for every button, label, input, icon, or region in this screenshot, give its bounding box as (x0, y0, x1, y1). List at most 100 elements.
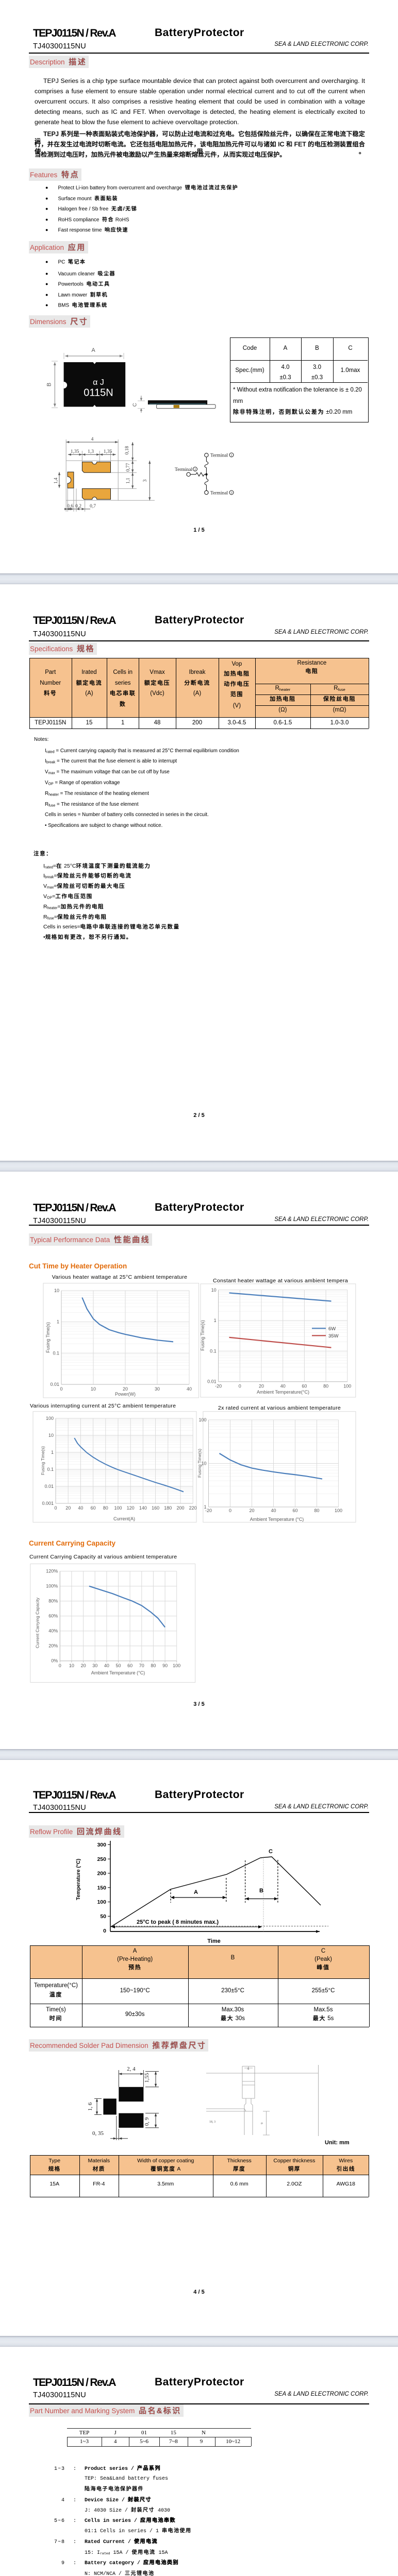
svg-text:10: 10 (211, 1287, 217, 1293)
svg-text:1,35: 1,35 (104, 449, 112, 454)
svg-text:A: A (91, 347, 95, 353)
svg-text:200: 200 (97, 1871, 106, 1877)
svg-text:α J: α J (93, 378, 104, 387)
svg-text:0%: 0% (51, 1658, 58, 1664)
svg-text:Current Carrying Capacity at v: Current Carrying Capacity at various amb… (29, 1554, 177, 1560)
svg-text:C: C (269, 1849, 273, 1855)
svg-text:100: 100 (343, 1384, 351, 1389)
svg-text:50: 50 (115, 1663, 121, 1668)
svg-text:60%: 60% (48, 1614, 58, 1619)
svg-text:10: 10 (54, 1288, 59, 1293)
svg-text:40: 40 (78, 1505, 83, 1511)
svg-text:80%: 80% (48, 1599, 58, 1604)
svg-text:0,77: 0,77 (126, 463, 131, 471)
svg-text:Various interrupting current a: Various interrupting current at 25°C amb… (30, 1403, 176, 1409)
svg-text:A: A (247, 2067, 250, 2071)
svg-text:3: 3 (230, 491, 232, 495)
svg-text:100%: 100% (46, 1584, 58, 1589)
svg-text:1,55: 1,55 (144, 2073, 150, 2083)
svg-text:1: 1 (204, 1504, 206, 1510)
svg-text:40: 40 (280, 1384, 286, 1389)
svg-text:Terminal: Terminal (210, 453, 228, 459)
svg-text:Fusing Time(s): Fusing Time(s) (197, 1449, 202, 1478)
svg-text:10: 10 (48, 1433, 54, 1438)
svg-text:90: 90 (162, 1663, 168, 1668)
svg-text:0: 0 (54, 1505, 57, 1511)
svg-text:100: 100 (46, 1416, 54, 1421)
svg-text:60: 60 (91, 1505, 96, 1511)
svg-text:2, 4: 2, 4 (127, 2066, 136, 2072)
svg-text:1,35: 1,35 (71, 449, 79, 454)
svg-text:30: 30 (155, 1386, 160, 1392)
svg-text:18, 3: 18, 3 (209, 2121, 215, 2124)
svg-text:20: 20 (259, 1384, 264, 1389)
svg-text:0: 0 (239, 1384, 241, 1389)
svg-text:20%: 20% (48, 1643, 58, 1649)
svg-text:Fusing Time(s): Fusing Time(s) (200, 1320, 205, 1351)
svg-text:1,4: 1,4 (54, 478, 59, 484)
svg-text:100: 100 (173, 1663, 180, 1668)
svg-text:0: 0 (229, 1508, 231, 1513)
svg-text:40: 40 (104, 1663, 109, 1668)
svg-text:1: 1 (214, 1318, 217, 1323)
svg-text:10: 10 (201, 1461, 206, 1466)
svg-text:C: C (132, 403, 138, 406)
svg-text:80: 80 (151, 1663, 156, 1668)
svg-text:60: 60 (127, 1663, 132, 1668)
svg-text:Fusing Time(s): Fusing Time(s) (45, 1322, 51, 1353)
svg-text:20: 20 (65, 1505, 71, 1511)
svg-text:0,7: 0,7 (90, 504, 96, 509)
svg-text:20: 20 (249, 1508, 254, 1513)
svg-text:Current Carrying Capacity: Current Carrying Capacity (35, 1597, 40, 1648)
svg-text:60: 60 (292, 1508, 297, 1513)
svg-text:1, 6: 1, 6 (87, 2102, 93, 2111)
svg-text:30: 30 (92, 1663, 97, 1668)
svg-text:180: 180 (164, 1505, 172, 1511)
svg-text:35W: 35W (328, 1333, 339, 1339)
svg-text:70: 70 (139, 1663, 144, 1668)
svg-text:0.1: 0.1 (53, 1350, 59, 1355)
svg-text:60: 60 (302, 1384, 307, 1389)
svg-text:0: 0 (59, 1663, 61, 1668)
svg-text:2x rated current at various am: 2x rated current at various ambient temp… (218, 1405, 341, 1411)
svg-text:Fusing Time(s): Fusing Time(s) (40, 1446, 45, 1475)
svg-text:Ambient Temperature(°C): Ambient Temperature(°C) (257, 1389, 309, 1395)
svg-text:Ambient Temperature (°C): Ambient Temperature (°C) (91, 1670, 145, 1675)
svg-text:50: 50 (100, 1913, 106, 1920)
svg-text:Temperature (°C): Temperature (°C) (76, 1859, 81, 1901)
svg-text:25°C to peak ( 8 minutes max.): 25°C to peak ( 8 minutes max.) (137, 1919, 219, 1925)
svg-text:0,6: 0,6 (67, 504, 73, 509)
svg-text:100: 100 (97, 1899, 106, 1905)
svg-text:160: 160 (152, 1505, 159, 1511)
svg-text:Time: Time (207, 1938, 220, 1944)
svg-text:Current(A): Current(A) (113, 1516, 135, 1521)
svg-text:40%: 40% (48, 1629, 58, 1634)
svg-text:0, 9: 0, 9 (144, 2117, 150, 2126)
svg-text:4: 4 (91, 437, 94, 442)
svg-text:2: 2 (194, 468, 196, 471)
svg-text:Various heater wattage at 25°C: Various heater wattage at 25°C ambient t… (52, 1274, 188, 1280)
svg-text:150: 150 (97, 1885, 106, 1891)
svg-text:20: 20 (81, 1663, 86, 1668)
svg-text:0.1: 0.1 (47, 1467, 54, 1472)
svg-text:100: 100 (335, 1508, 342, 1513)
svg-text:10: 10 (69, 1663, 74, 1668)
svg-text:6W: 6W (328, 1326, 336, 1332)
svg-text:Constant heater wattage at var: Constant heater wattage at various ambie… (213, 1278, 348, 1284)
svg-text:200: 200 (176, 1505, 184, 1511)
svg-text:1,1: 1,1 (126, 478, 131, 484)
svg-text:A: A (194, 1889, 198, 1895)
svg-text:10: 10 (91, 1386, 96, 1392)
svg-text:20: 20 (123, 1386, 128, 1392)
svg-text:100: 100 (198, 1417, 206, 1422)
svg-text:80: 80 (323, 1384, 328, 1389)
svg-text:0: 0 (103, 1928, 106, 1934)
svg-text:0.001: 0.001 (42, 1501, 54, 1506)
svg-text:0.01: 0.01 (44, 1484, 54, 1489)
svg-text:0.01: 0.01 (50, 1382, 59, 1387)
svg-text:80: 80 (103, 1505, 108, 1511)
svg-text:40: 40 (187, 1386, 192, 1392)
svg-text:B: B (46, 383, 53, 386)
svg-text:80: 80 (314, 1508, 319, 1513)
svg-text:0, 35: 0, 35 (92, 2130, 104, 2137)
